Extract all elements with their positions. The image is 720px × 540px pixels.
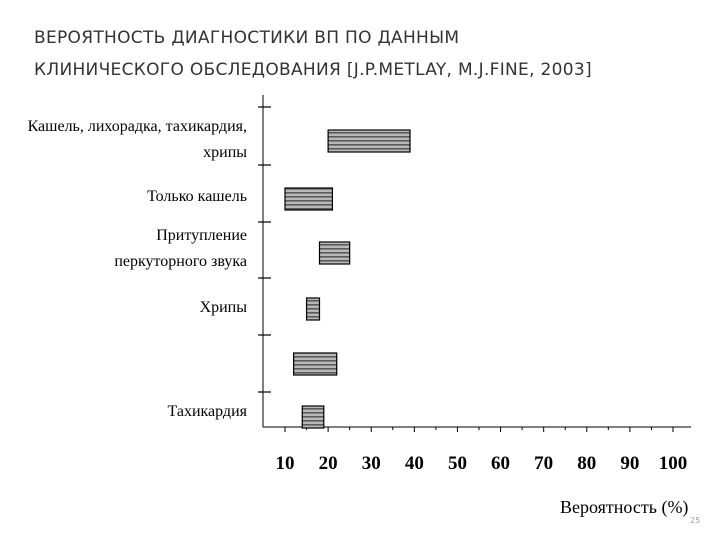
x-tick-label: 100 <box>659 453 688 474</box>
slide-title-line-2: КЛИНИЧЕСКОГО ОБСЛЕДОВАНИЯ [J.P.METLAY, M… <box>34 60 592 80</box>
x-tick-label: 30 <box>362 453 381 474</box>
range-bar <box>327 129 411 153</box>
x-tick-label: 40 <box>405 453 424 474</box>
range-bar <box>318 241 351 265</box>
x-tick-label: 60 <box>491 453 510 474</box>
category-label: Только кашель <box>147 188 247 205</box>
category-label: Тахикардия <box>167 403 247 420</box>
range-bar <box>301 405 325 429</box>
category-label: Притупление <box>156 227 247 244</box>
range-bar <box>305 297 321 321</box>
page-number: 25 <box>690 516 701 525</box>
x-tick-label: 80 <box>577 453 596 474</box>
x-tick-label: 50 <box>448 453 467 474</box>
x-tick-label: 90 <box>620 453 639 474</box>
x-tick-label: 10 <box>276 453 295 474</box>
x-axis-title: Вероятность (%) <box>560 497 688 518</box>
x-tick-label: 70 <box>534 453 553 474</box>
range-bar <box>293 352 338 376</box>
x-tick-label: 20 <box>319 453 338 474</box>
category-label: хрипы <box>203 144 247 161</box>
slide-title: ВЕРОЯТНОСТЬ ДИАГНОСТИКИ ВП ПО ДАННЫМ КЛИ… <box>34 22 704 86</box>
range-bar <box>284 187 334 211</box>
category-label: перкуторного звука <box>114 253 247 270</box>
category-label: Хрипы <box>200 299 248 316</box>
slide-title-line-1: ВЕРОЯТНОСТЬ ДИАГНОСТИКИ ВП ПО ДАННЫМ <box>34 28 460 48</box>
category-label: Кашель, лихорадка, тахикардия, <box>28 118 247 135</box>
